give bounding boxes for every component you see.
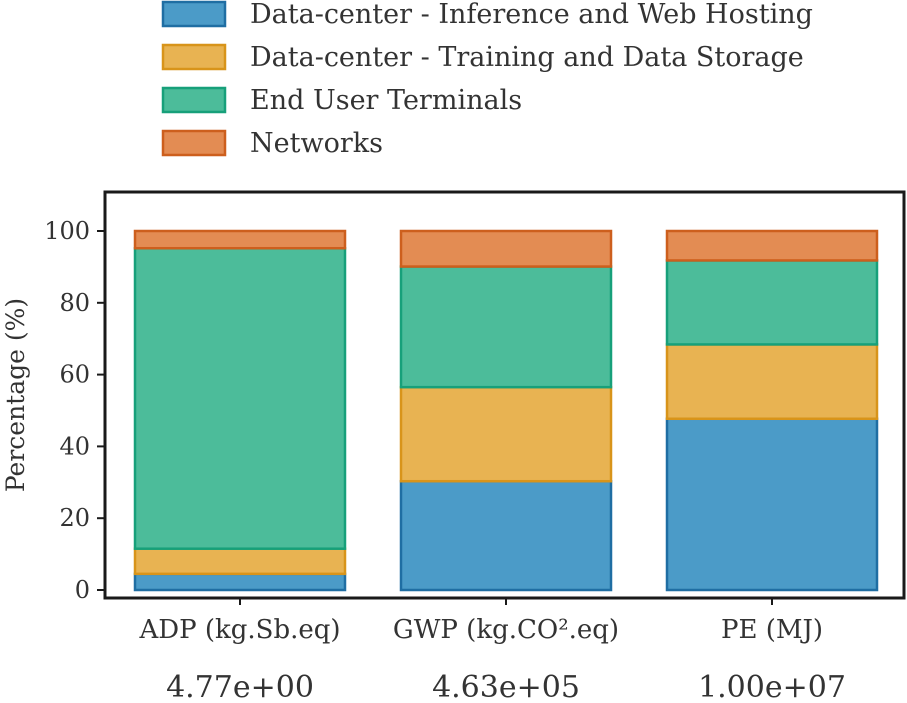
legend-label: End User Terminals (250, 85, 522, 116)
legend: Data-center - Inference and Web Hosting D… (161, 0, 813, 159)
bar-segment (665, 343, 879, 421)
y-tick-label: 0 (75, 576, 90, 604)
bar-segment (399, 385, 613, 483)
x-axis: ADP (kg.Sb.eq) 4.77e+00 GWP (kg.CO².eq) 4.6… (138, 598, 846, 703)
y-tick-label: 80 (59, 289, 90, 317)
bar-segment (665, 259, 879, 346)
category-total: 4.77e+00 (166, 670, 314, 703)
bar-segment (399, 265, 613, 389)
legend-swatch (161, 86, 227, 114)
bar-segment (133, 547, 347, 576)
x-tick-label: GWP (kg.CO².eq) (393, 615, 619, 645)
legend-swatch (161, 43, 227, 71)
bar-segment (399, 479, 613, 592)
bar-segment (665, 417, 879, 592)
y-tick-label: 40 (59, 432, 90, 460)
legend-swatch (161, 129, 227, 157)
bar-segment (133, 572, 347, 592)
y-axis-label: Percentage (%) (1, 298, 30, 492)
category-total: 1.00e+07 (698, 670, 846, 703)
bar-segment (133, 229, 347, 250)
y-tick-label: 100 (44, 217, 90, 245)
y-axis: 0 20 40 60 80 100 (44, 217, 105, 604)
bars (133, 229, 879, 592)
category-total: 4.63e+05 (432, 670, 580, 703)
x-tick-label: PE (MJ) (721, 615, 823, 645)
legend-label: Data-center - Training and Data Storage (250, 42, 804, 73)
y-tick-label: 20 (59, 504, 90, 532)
legend-swatch (161, 0, 227, 28)
legend-label: Networks (250, 128, 383, 159)
bar-segment (399, 229, 613, 268)
bar-segment (665, 229, 879, 262)
legend-label: Data-center - Inference and Web Hosting (250, 0, 813, 30)
x-tick-label: ADP (kg.Sb.eq) (138, 615, 340, 645)
y-tick-label: 60 (59, 361, 90, 389)
bar-segment (133, 246, 347, 550)
